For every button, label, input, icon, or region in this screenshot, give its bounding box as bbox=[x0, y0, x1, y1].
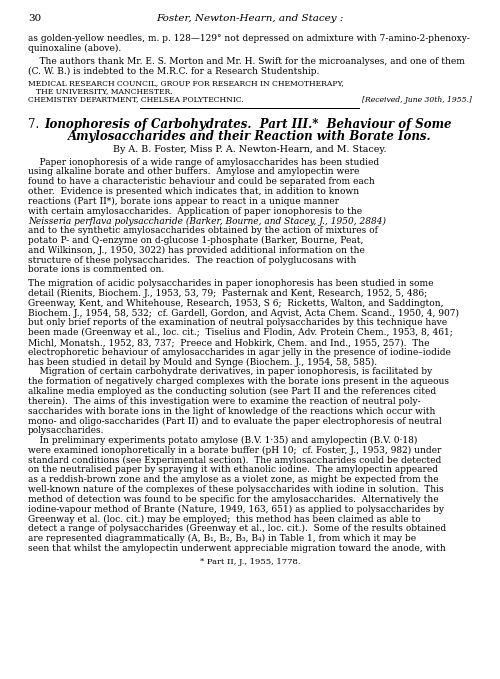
Text: CHEMISTRY DEPARTMENT, CHELSEA POLYTECHNIC.: CHEMISTRY DEPARTMENT, CHELSEA POLYTECHNI… bbox=[28, 96, 244, 104]
Text: the formation of negatively charged complexes with the borate ions present in th: the formation of negatively charged comp… bbox=[28, 378, 449, 386]
Text: Michl, Monatsh., 1952, 83, 737;  Preece and Hobkirk, Chem. and Ind., 1955, 257).: Michl, Monatsh., 1952, 83, 737; Preece a… bbox=[28, 338, 429, 347]
Text: detail (Rienits, Biochem. J., 1953, 53, 79;  Pasternak and Kent, Research, 1952,: detail (Rienits, Biochem. J., 1953, 53, … bbox=[28, 289, 427, 298]
Text: well-known nature of the complexes of these polysaccharides with iodine in solut: well-known nature of the complexes of th… bbox=[28, 485, 444, 494]
Text: seen that whilst the amylopectin underwent appreciable migration toward the anod: seen that whilst the amylopectin underwe… bbox=[28, 544, 446, 553]
Text: and Wilkinson, J., 1950, 3022) has provided additional information on the: and Wilkinson, J., 1950, 3022) has provi… bbox=[28, 246, 365, 255]
Text: standard conditions (see Experimental section).  The amylosaccharides could be d: standard conditions (see Experimental se… bbox=[28, 456, 442, 464]
Text: polysaccharides.: polysaccharides. bbox=[28, 426, 104, 435]
Text: mono- and oligo-saccharides (Part II) and to evaluate the paper electrophoresis : mono- and oligo-saccharides (Part II) an… bbox=[28, 416, 442, 426]
Text: Foster, Newton-Hearn, and Stacey :: Foster, Newton-Hearn, and Stacey : bbox=[156, 14, 344, 23]
Text: been made (Greenway et al., loc. cit.;  Tiselius and Flodin, Adv. Protein Chem.,: been made (Greenway et al., loc. cit.; T… bbox=[28, 328, 453, 337]
Text: Ionophoresis of Carbohydrates.  Part III.*  Behaviour of Some: Ionophoresis of Carbohydrates. Part III.… bbox=[44, 117, 452, 131]
Text: therein).  The aims of this investigation were to examine the reaction of neutra: therein). The aims of this investigation… bbox=[28, 397, 420, 406]
Text: 7.: 7. bbox=[28, 117, 39, 131]
Text: Greenway et al. (loc. cit.) may be employed;  this method has been claimed as ab: Greenway et al. (loc. cit.) may be emplo… bbox=[28, 515, 421, 524]
Text: detect a range of polysaccharides (Greenway et al., loc. cit.).  Some of the res: detect a range of polysaccharides (Green… bbox=[28, 524, 446, 533]
Text: THE UNIVERSITY, MANCHESTER.: THE UNIVERSITY, MANCHESTER. bbox=[36, 88, 172, 96]
Text: * Part II, J., 1955, 1778.: * Part II, J., 1955, 1778. bbox=[200, 557, 300, 566]
Text: (C. W. B.) is indebted to the M.R.C. for a Research Studentship.: (C. W. B.) is indebted to the M.R.C. for… bbox=[28, 67, 320, 75]
Text: Neisseria perflava polysaccharide (Barker, Bourne, and Stacey, J., 1950, 2884): Neisseria perflava polysaccharide (Barke… bbox=[28, 217, 386, 225]
Text: but only brief reports of the examination of neutral polysaccharides by this tec: but only brief reports of the examinatio… bbox=[28, 318, 447, 327]
Text: The migration of acidic polysaccharides in paper ionophoresis has been studied i: The migration of acidic polysaccharides … bbox=[28, 279, 434, 288]
Text: and to the synthetic amylosaccharides obtained by the action of mixtures of: and to the synthetic amylosaccharides ob… bbox=[28, 226, 378, 235]
Text: quinoxaline (above).: quinoxaline (above). bbox=[28, 44, 121, 53]
Text: borate ions is commented on.: borate ions is commented on. bbox=[28, 265, 164, 274]
Text: method of detection was found to be specific for the amylosaccharides.  Alternat: method of detection was found to be spec… bbox=[28, 495, 438, 504]
Text: [Received, June 30th, 1955.]: [Received, June 30th, 1955.] bbox=[362, 96, 472, 104]
Text: By A. B. Foster, Miss P. A. Newton-Hearn, and M. Stacey.: By A. B. Foster, Miss P. A. Newton-Hearn… bbox=[113, 145, 387, 154]
Text: as a reddish-brown zone and the amylose as a violet zone, as might be expected f: as a reddish-brown zone and the amylose … bbox=[28, 475, 438, 484]
Text: 30: 30 bbox=[28, 14, 41, 23]
Text: as golden-yellow needles, m. p. 128—129° not depressed on admixture with 7-amino: as golden-yellow needles, m. p. 128—129°… bbox=[28, 34, 470, 43]
Text: The authors thank Mr. E. S. Morton and Mr. H. Swift for the microanalyses, and o: The authors thank Mr. E. S. Morton and M… bbox=[28, 56, 465, 66]
Text: potato P- and Q-enzyme on d-glucose 1-phosphate (Barker, Bourne, Peat,: potato P- and Q-enzyme on d-glucose 1-ph… bbox=[28, 236, 363, 245]
Text: Greenway, Kent, and Whitehouse, Research, 1953, S 6;  Ricketts, Walton, and Sadd: Greenway, Kent, and Whitehouse, Research… bbox=[28, 299, 444, 308]
Text: alkaline media employed as the conducting solution (see Part II and the referenc: alkaline media employed as the conductin… bbox=[28, 387, 436, 396]
Text: In preliminary experiments potato amylose (B.V. 1·35) and amylopectin (B.V. 0·18: In preliminary experiments potato amylos… bbox=[28, 436, 417, 445]
Text: reactions (Part II*), borate ions appear to react in a unique manner: reactions (Part II*), borate ions appear… bbox=[28, 197, 339, 206]
Text: electrophoretic behaviour of amylosaccharides in agar jelly in the presence of i: electrophoretic behaviour of amylosaccha… bbox=[28, 348, 451, 356]
Text: other.  Evidence is presented which indicates that, in addition to known: other. Evidence is presented which indic… bbox=[28, 187, 359, 196]
Text: structure of these polysaccharides.  The reaction of polyglucosans with: structure of these polysaccharides. The … bbox=[28, 255, 356, 265]
Text: iodine-vapour method of Brante (Nature, 1949, 163, 651) as applied to polysaccha: iodine-vapour method of Brante (Nature, … bbox=[28, 504, 444, 514]
Text: were examined ionophoretically in a borate buffer (pH 10;  cf. Foster, J., 1953,: were examined ionophoretically in a bora… bbox=[28, 446, 442, 455]
Text: Amylosaccharides and their Reaction with Borate Ions.: Amylosaccharides and their Reaction with… bbox=[68, 130, 432, 143]
Text: are represented diagrammatically (A, B₁, B₂, B₃, B₄) in Table 1, from which it m: are represented diagrammatically (A, B₁,… bbox=[28, 534, 416, 543]
Text: on the neutralised paper by spraying it with ethanolic iodine.  The amylopectin : on the neutralised paper by spraying it … bbox=[28, 465, 438, 475]
Text: has been studied in detail by Mould and Synge (Biochem. J., 1954, 58, 585).: has been studied in detail by Mould and … bbox=[28, 358, 377, 367]
Text: using alkaline borate and other buffers.  Amylose and amylopectin were: using alkaline borate and other buffers.… bbox=[28, 168, 359, 177]
Text: found to have a characteristic behaviour and could be separated from each: found to have a characteristic behaviour… bbox=[28, 177, 375, 186]
Text: Biochem. J., 1954, 58, 532;  cf. Gardell, Gordon, and Aqvist, Acta Chem. Scand.,: Biochem. J., 1954, 58, 532; cf. Gardell,… bbox=[28, 308, 459, 318]
Text: saccharides with borate ions in the light of knowledge of the reactions which oc: saccharides with borate ions in the ligh… bbox=[28, 407, 436, 416]
Text: Paper ionophoresis of a wide range of amylosaccharides has been studied: Paper ionophoresis of a wide range of am… bbox=[28, 158, 379, 166]
Text: Migration of certain carbohydrate derivatives, in paper ionophoresis, is facilit: Migration of certain carbohydrate deriva… bbox=[28, 367, 432, 376]
Text: MEDICAL RESEARCH COUNCIL, GROUP FOR RESEARCH IN CHEMOTHERAPY,: MEDICAL RESEARCH COUNCIL, GROUP FOR RESE… bbox=[28, 79, 344, 87]
Text: with certain amylosaccharides.  Application of paper ionophoresis to the: with certain amylosaccharides. Applicati… bbox=[28, 206, 362, 216]
